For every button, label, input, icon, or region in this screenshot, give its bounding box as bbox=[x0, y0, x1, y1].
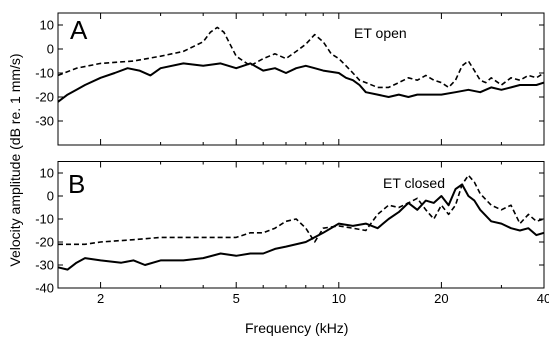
x-tick-label: 5 bbox=[233, 291, 240, 306]
panel-a-ticks: -30 -20 -10 0 10 bbox=[35, 13, 544, 145]
y-tick-label: 10 bbox=[40, 166, 54, 181]
y-tick-label: -40 bbox=[35, 281, 54, 296]
x-tick-label: 40 bbox=[537, 291, 549, 306]
y-axis-title: Velocity amplitude (dB re. 1 mm/s) bbox=[7, 53, 23, 266]
y-tick-label: -20 bbox=[35, 235, 54, 250]
x-tick-label: 20 bbox=[434, 291, 448, 306]
y-tick-label: 0 bbox=[47, 189, 54, 204]
panel-a-lines bbox=[57, 26, 545, 103]
panel-a-label: A bbox=[70, 15, 88, 45]
y-tick-label: -30 bbox=[35, 114, 54, 129]
panel-b: -40 -30 -20 -10 0 10 2 5 10 20 40 B ET closed bbox=[35, 161, 549, 306]
panel-a-frame bbox=[57, 12, 545, 146]
panel-a-annotation: ET open bbox=[354, 25, 407, 41]
solid-series-line bbox=[57, 183, 545, 271]
dashed-series-line bbox=[58, 174, 545, 246]
y-tick-label: 10 bbox=[40, 18, 54, 33]
solid-series-line bbox=[57, 62, 545, 103]
x-axis-title: Frequency (kHz) bbox=[245, 320, 348, 336]
panel-a: -30 -20 -10 0 10 A ET open bbox=[35, 12, 545, 146]
y-tick-label: -30 bbox=[35, 258, 54, 273]
y-tick-label: -20 bbox=[35, 90, 54, 105]
panel-b-ticks: -40 -30 -20 -10 0 10 2 5 10 20 40 bbox=[35, 161, 549, 306]
panel-b-lines bbox=[57, 174, 545, 271]
panel-b-label: B bbox=[68, 169, 85, 199]
panel-b-frame bbox=[57, 161, 545, 289]
y-tick-label: -10 bbox=[35, 212, 54, 227]
panel-b-annotation: ET closed bbox=[383, 175, 445, 191]
x-tick-label: 2 bbox=[97, 291, 104, 306]
y-tick-label: -10 bbox=[35, 66, 54, 81]
y-tick-label: 0 bbox=[47, 42, 54, 57]
dashed-series-line bbox=[57, 26, 545, 89]
x-tick-label: 10 bbox=[332, 291, 346, 306]
